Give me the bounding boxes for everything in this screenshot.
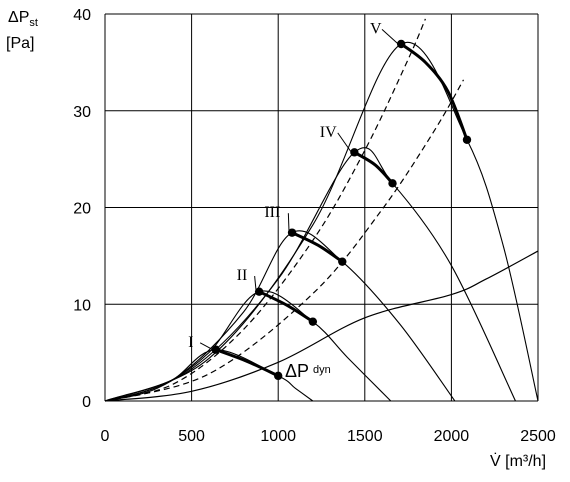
system-curve-dashed-2: [104, 79, 465, 402]
y-tick-label: 40: [73, 7, 91, 24]
operating-point-IV-start: [350, 148, 359, 157]
curves: [104, 18, 539, 402]
y-axis-title-main: ΔPst: [8, 9, 38, 29]
fan-curve-IV: [104, 147, 516, 402]
y-tick-label: 30: [73, 104, 91, 121]
x-tick-label: 2500: [520, 428, 556, 445]
dynamic-pressure-curve: [104, 250, 539, 402]
fan-curve-bold-V: [400, 42, 469, 141]
operating-point-V-end: [462, 135, 472, 144]
x-tick-label: 1000: [260, 428, 296, 445]
grid-lines: [104, 13, 539, 402]
operating-point-I-start: [211, 345, 221, 354]
fan-curve-label-II: II: [237, 267, 248, 284]
fan-curve-bold-IV: [353, 151, 394, 185]
fan-curve-leader-I: [199, 342, 214, 351]
fan-curve-bold-I: [215, 348, 279, 378]
operating-point-V-start: [396, 39, 406, 49]
operating-point-III-end: [338, 257, 347, 266]
operating-point-I-end: [274, 371, 283, 381]
y-tick-label: 20: [73, 201, 91, 218]
operating-point-III-start: [287, 228, 297, 237]
operating-points: [211, 39, 472, 381]
fan-curve-label-I: I: [188, 334, 193, 351]
fan-curve-label-IV: IV: [320, 124, 337, 141]
fan-curve-V: [104, 41, 539, 402]
fan-curve-leader-II: [254, 276, 257, 292]
x-tick-label: 0: [101, 428, 110, 445]
fan-curve-II: [104, 290, 392, 402]
fan-curve-leader-V: [381, 28, 399, 45]
y-tick-label: 10: [73, 297, 91, 314]
operating-point-II-end: [308, 317, 318, 326]
system-curve-dashed-1: [104, 18, 426, 402]
fan-curve-label-V: V: [370, 20, 382, 37]
fan-curve-bold-II: [258, 290, 314, 323]
x-tick-label: 500: [178, 428, 205, 445]
y-tick-label: 0: [82, 394, 91, 411]
delta-p-dyn-label: ΔP dyn: [285, 361, 331, 381]
operating-point-IV-end: [388, 179, 397, 188]
x-tick-label: 1500: [347, 428, 383, 445]
operating-point-II-start: [254, 287, 264, 296]
y-axis-title-sub: st: [29, 17, 38, 29]
fan-curve-bold-III: [291, 231, 344, 263]
fan-curve-leader-III: [287, 213, 290, 233]
y-axis-title-unit: [Pa]: [6, 35, 34, 52]
fan-curve-label-III: III: [264, 204, 280, 221]
x-tick-label: 2000: [434, 428, 470, 445]
x-axis-title: V̇ [m³/h]: [490, 452, 546, 470]
fan-curve-leader-IV: [337, 132, 352, 153]
